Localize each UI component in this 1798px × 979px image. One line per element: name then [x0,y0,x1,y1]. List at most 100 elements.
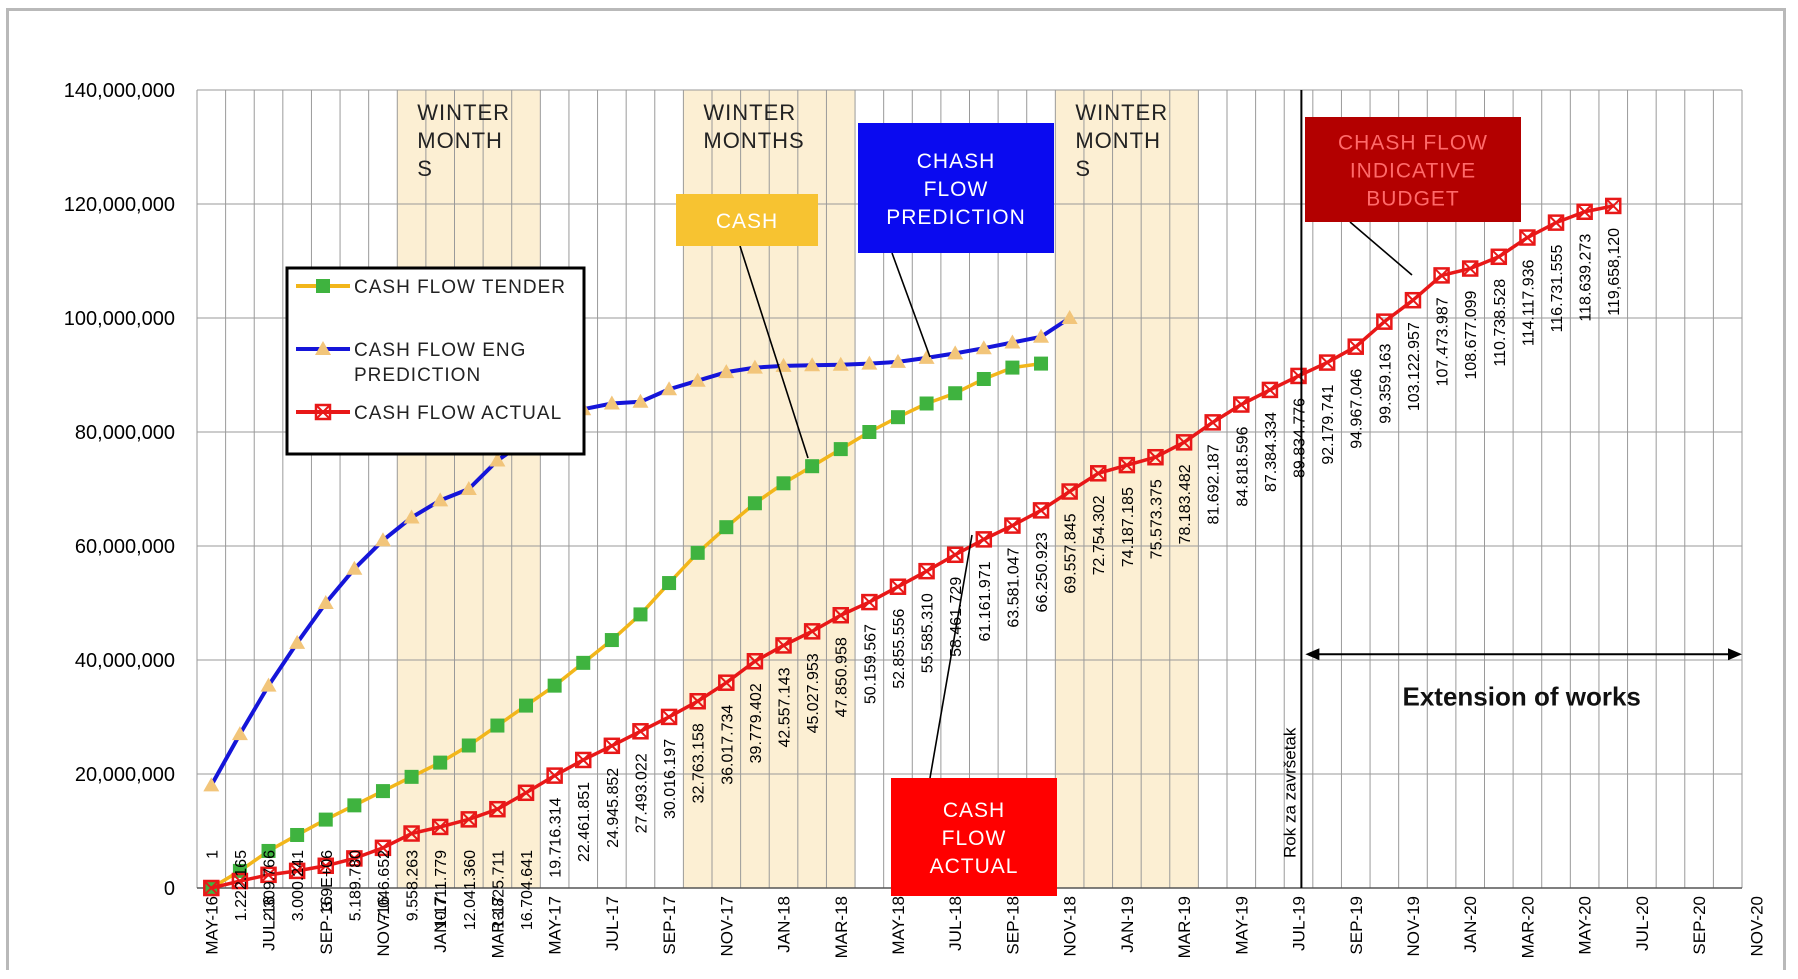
marker-cross [1377,314,1392,329]
marker-cross [1148,450,1163,464]
y-tick-label: 100,000,000 [64,308,175,330]
series-actual-point [746,653,764,670]
marker-box [460,811,478,828]
series-eng-prediction-point [260,677,277,692]
x-tick-label: MAR-17 [488,896,507,958]
series-eng-prediction-point [460,481,477,495]
winter-label-3: WINTER MONTH S [1075,100,1167,181]
series-tender-point [890,410,905,425]
series-eng-prediction-point [632,393,649,408]
x-tick-label: JUL-20 [1633,896,1652,951]
series-eng-prediction-point [374,532,391,547]
series-actual-point [1118,456,1136,474]
data-label: 9.558.263 [405,850,422,921]
series-actual-point [431,818,449,836]
data-label: 5.189.780 [347,850,364,921]
data-label: 24.945.852 [605,768,622,848]
marker-box [832,606,849,624]
y-tick-label: 80,000,000 [75,422,175,444]
marker-box [1004,517,1021,534]
series-actual-point [1376,313,1393,330]
series-tender-point [862,425,877,439]
marker-cross [261,868,276,882]
marker-cross [1005,518,1020,533]
data-label: 55.585.310 [920,593,937,673]
x-tick-label: JUL-19 [1290,896,1309,951]
marker-cross [316,405,330,419]
series-actual-point [832,606,849,624]
series-eng-prediction-point [804,357,821,372]
callout-text: FLOW [942,827,1007,850]
legend-label: CASH FLOW ACTUAL [354,403,562,424]
series-actual-point [1090,465,1107,482]
series-tender-point [461,738,476,753]
x-tick-label: JUL-18 [946,896,965,951]
marker-cross [1234,397,1249,412]
series-actual-point [575,751,592,769]
series-eng-prediction-point [432,492,449,507]
data-label: 52.855.556 [891,609,908,689]
legend-swatch-marker [314,403,332,421]
extension-arrowhead-left [1305,648,1320,661]
series-eng-prediction-point [346,560,363,575]
marker-cross [633,724,648,738]
marker-cross [547,768,562,783]
marker-box [288,862,306,880]
x-tick-label: MAR-18 [832,896,851,958]
marker-cross [1291,369,1306,383]
series-eng-prediction-point [403,509,420,524]
callout-text: CASH [716,210,778,233]
series-actual-point [546,767,563,784]
data-label: 7.046.652 [376,850,393,921]
data-label: 32.763.158 [691,723,708,803]
x-tick-label: NOV-17 [717,896,736,956]
data-label: 13.825.711 [490,850,507,929]
data-label: 2.309.766 [262,850,279,921]
series-actual-point [260,866,277,884]
data-label: 89.834.776 [1292,398,1309,478]
marker-cross [1320,355,1334,370]
marker-cross [690,694,705,708]
marker-box [689,693,706,710]
legend-label: CASH FLOW ENG [354,340,526,361]
series-tender-point [1034,356,1049,371]
marker-box [1204,414,1221,431]
marker-box [803,623,821,640]
x-tick-labels: MAY-16 JUL-16 SEP-16 NOV-16 JAN-17 MAR-17 MAY-… [202,896,1766,958]
series-eng-prediction-point [718,364,735,379]
series-actual [203,197,1622,897]
marker-cross [404,826,419,841]
data-label: 69.557.845 [1063,513,1080,593]
series-actual-point [775,637,792,654]
series-actual-point [861,593,878,611]
winter-label-line: S [417,156,433,181]
winter-label-line: WINTER [417,100,510,125]
series-tender-point [290,827,305,842]
series-eng-prediction-point [746,359,763,374]
marker-box [317,857,334,875]
data-label: 63.581.047 [1005,547,1022,627]
series-tender-point [375,784,390,799]
marker-box [1605,197,1622,215]
marker-cross [1177,435,1191,450]
marker-box [1032,502,1050,519]
marker-cross [204,881,219,895]
winter-label-line: MONTH [1075,128,1161,153]
marker-cross [462,812,476,827]
marker-cross [319,859,333,873]
data-label: 27.493.022 [633,753,650,833]
marker-box [1318,354,1336,371]
series-actual-point [975,531,993,548]
x-tick-label: MAY-18 [889,896,908,955]
marker-box [918,562,935,580]
marker-cross [834,608,848,622]
series-tender-point [318,812,333,827]
series-tender-point [347,798,362,813]
marker-box [975,531,993,548]
series-eng-prediction-point [889,353,906,368]
marker-box [660,708,678,726]
series-actual-point [1318,354,1336,371]
series-actual-point [603,737,621,755]
y-tick-label: 120,000,000 [64,194,175,216]
series-actual-point [1461,260,1479,277]
